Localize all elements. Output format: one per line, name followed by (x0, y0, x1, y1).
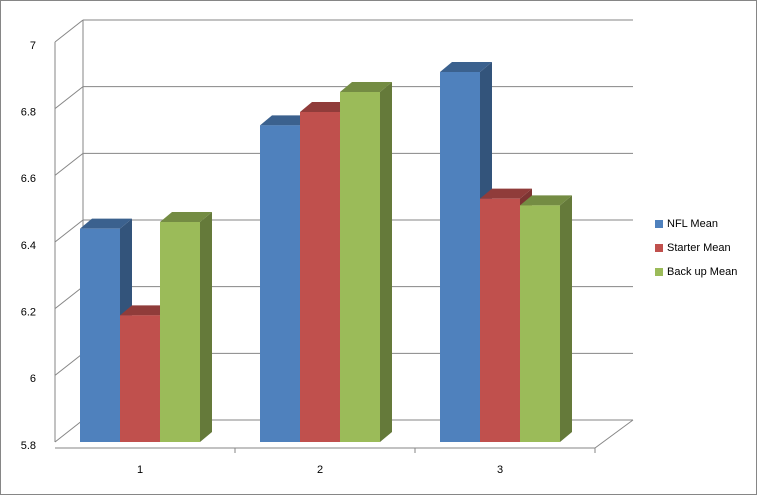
bar-top (260, 115, 312, 126)
grid-diagonal (54, 19, 84, 43)
bar (300, 112, 340, 442)
legend-swatch (655, 244, 663, 252)
bar-side (200, 212, 212, 442)
legend-label: Starter Mean (667, 242, 731, 254)
grid-diagonal (54, 419, 84, 443)
bar-top (440, 62, 492, 72)
bar-top (520, 195, 572, 206)
y-tick-label: 6 (30, 373, 36, 385)
bar-top (160, 212, 212, 222)
y-tick-label: 6.2 (21, 307, 36, 319)
x-tick-label: 1 (137, 464, 143, 476)
grid-diagonal (54, 286, 84, 310)
bar-top (80, 218, 132, 229)
floor-right (594, 419, 634, 449)
grid-diagonal (54, 86, 84, 110)
bar-top (300, 102, 352, 112)
bar (120, 315, 160, 442)
y-tick-label: 6.8 (21, 107, 36, 119)
x-tick-label: 2 (317, 464, 323, 476)
bar-top (480, 188, 532, 199)
bar-side (380, 82, 392, 442)
legend-swatch (655, 220, 663, 228)
bar (340, 92, 380, 442)
grid-diagonal (54, 352, 84, 376)
y-tick-label: 7 (30, 40, 36, 52)
y-tick-label: 5.8 (21, 440, 36, 452)
bar-side (560, 195, 572, 442)
bar (160, 222, 200, 442)
x-tick-label: 3 (497, 464, 503, 476)
bar (440, 72, 480, 442)
legend-label: Back up Mean (667, 266, 737, 278)
bar-top (120, 305, 172, 316)
bar (260, 125, 300, 442)
legend-swatch (655, 268, 663, 276)
grid-diagonal (54, 219, 84, 243)
legend-label: NFL Mean (667, 218, 718, 230)
y-tick-label: 6.4 (21, 240, 36, 252)
bar (520, 205, 560, 442)
y-tick-label: 6.6 (21, 173, 36, 185)
bar (80, 228, 120, 442)
grid-diagonal (54, 152, 84, 176)
bar-top (340, 82, 392, 92)
bar (480, 198, 520, 442)
